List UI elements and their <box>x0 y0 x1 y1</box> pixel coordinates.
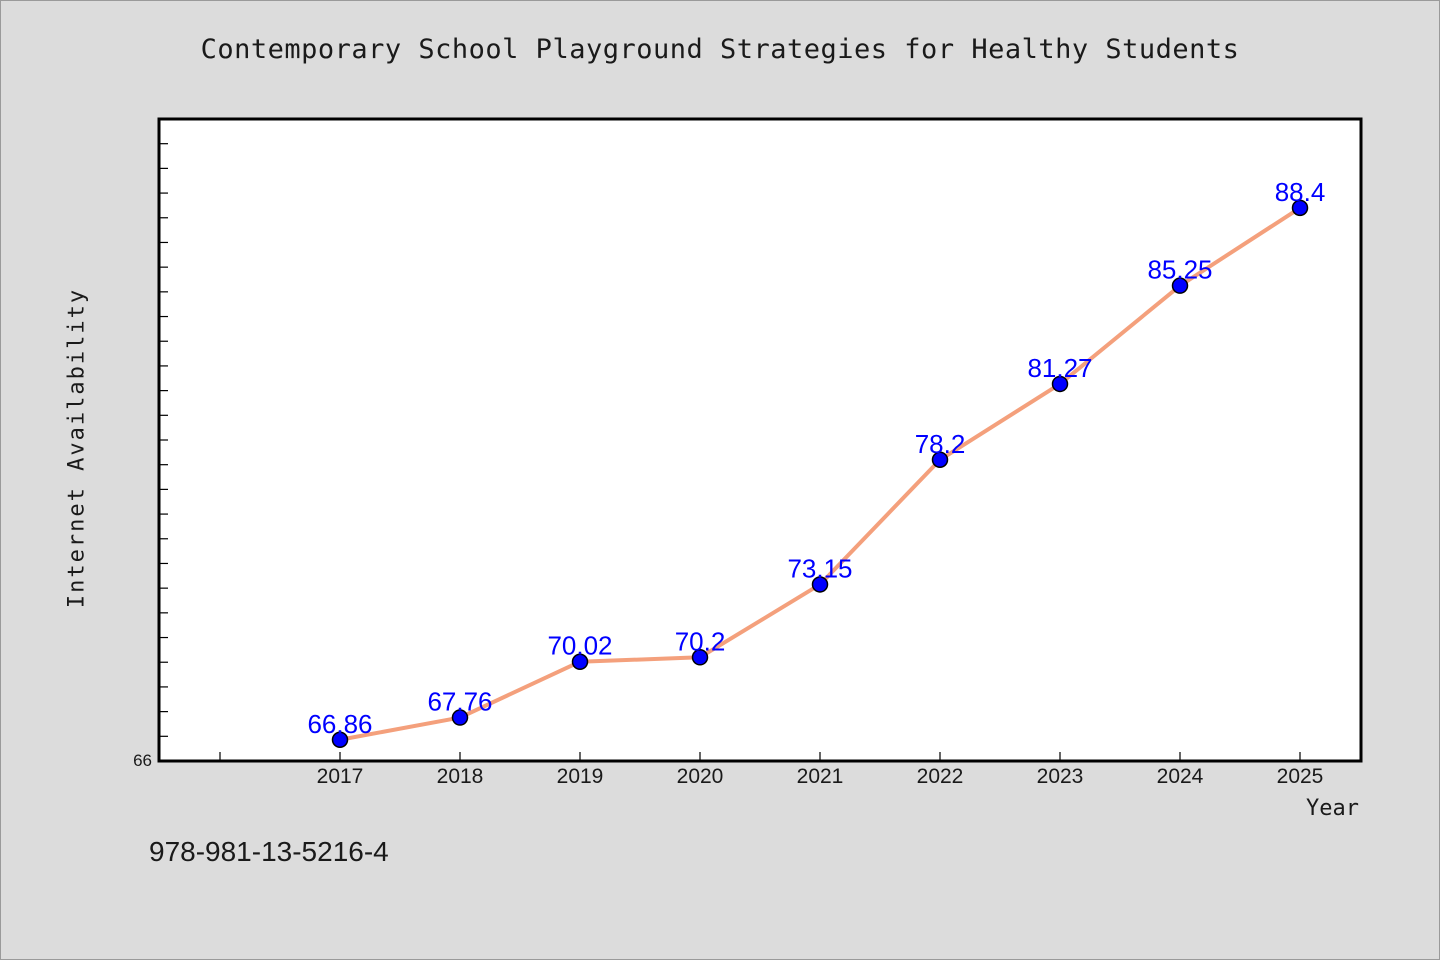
data-label: 81.27 <box>1027 353 1092 383</box>
data-label: 88.4 <box>1275 177 1326 207</box>
y-axis-min-label: 66 <box>133 751 152 770</box>
x-tick-label: 2019 <box>557 765 604 788</box>
data-point <box>1291 199 1309 217</box>
data-point <box>691 649 709 666</box>
x-axis-ticks <box>219 752 1301 761</box>
data-label: 85.25 <box>1147 255 1212 285</box>
data-label: 70.02 <box>547 631 612 661</box>
x-tick-label: 2017 <box>317 765 364 788</box>
x-tick-label: 2023 <box>1037 765 1084 788</box>
data-point <box>451 709 469 726</box>
data-label: 73.15 <box>787 553 852 583</box>
data-point <box>331 731 349 749</box>
plot-area <box>157 117 1363 763</box>
data-label: 78.2 <box>915 429 966 459</box>
x-axis-tick-labels: 2017 2018 2019 2020 2021 2022 2023 2024 2025 <box>317 765 1324 788</box>
y-axis-ticks <box>159 143 168 737</box>
data-label: 70.2 <box>675 626 726 656</box>
x-tick-label: 2025 <box>1277 765 1324 788</box>
data-points <box>331 199 1309 749</box>
x-tick-label: 2022 <box>917 765 964 788</box>
chart-title: Contemporary School Playground Strategie… <box>200 34 1240 65</box>
data-point <box>1051 375 1069 393</box>
data-labels: 66.86 67.76 70.02 70.2 73.15 78.2 81.27 85.25 88… <box>307 177 1325 739</box>
x-tick-label: 2018 <box>437 765 484 788</box>
x-tick-label: 2021 <box>797 765 844 788</box>
x-tick-label: 2020 <box>677 765 724 788</box>
data-point <box>571 653 589 670</box>
data-label: 67.76 <box>427 687 492 717</box>
y-axis-label: Internet Availability <box>64 287 90 609</box>
x-axis-label: Year <box>1306 796 1359 821</box>
x-tick-label: 2024 <box>1157 765 1204 788</box>
data-point <box>931 451 949 469</box>
data-label: 66.86 <box>307 709 372 739</box>
data-point <box>811 576 829 593</box>
data-point <box>1171 277 1189 294</box>
isbn-code: 978-981-13-5216-4 <box>149 836 389 867</box>
